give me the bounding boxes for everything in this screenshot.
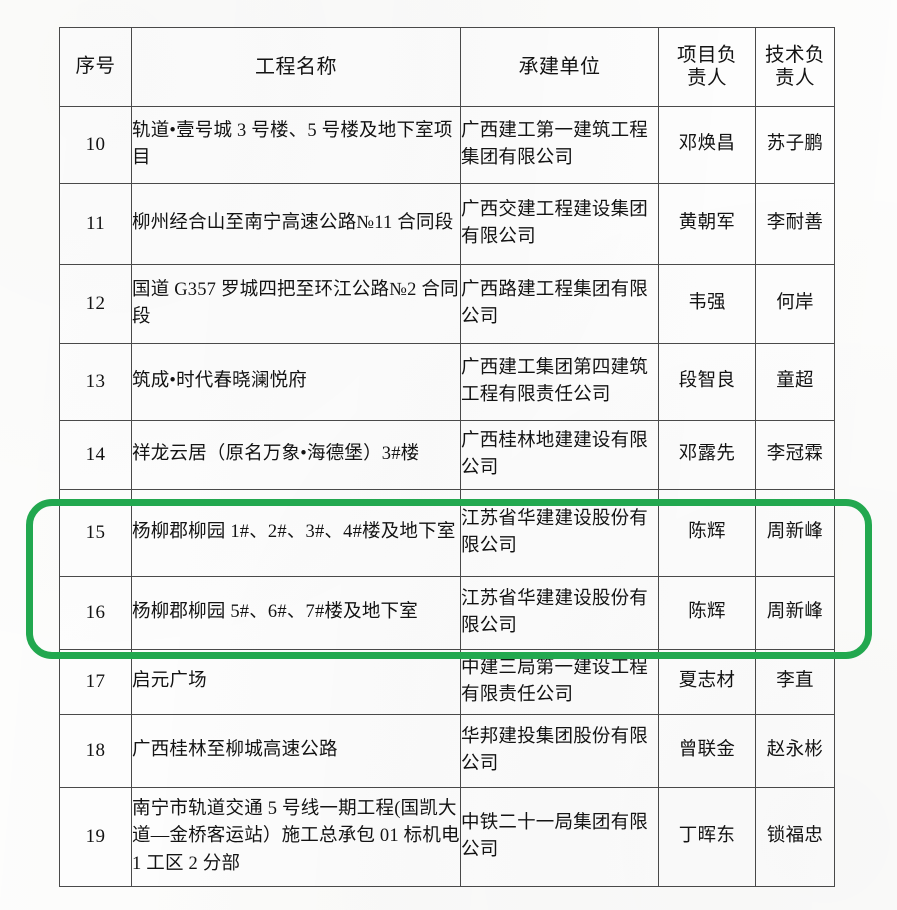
table-row: 18 广西桂林至柳城高速公路 华邦建投集团股份有限公司 曾联金 赵永彬	[59, 714, 835, 788]
cell-project-name: 南宁市轨道交通 5 号线一期工程(国凯大道—金桥客运站）施工总承包 01 标机电…	[131, 787, 461, 887]
column-header-project-manager: 项目负 责人	[658, 27, 756, 107]
cell-contractor: 中建三局第一建设工程有限责任公司	[460, 649, 659, 715]
cell-project-name: 柳州经合山至南宁高速公路№11 合同段	[131, 183, 461, 265]
table-row: 17 启元广场 中建三局第一建设工程有限责任公司 夏志材 李直	[59, 649, 835, 715]
cell-project-manager: 段智良	[658, 343, 756, 421]
cell-project-manager: 韦强	[658, 264, 756, 344]
cell-technical-manager: 周新峰	[755, 576, 835, 650]
cell-project-manager: 黄朝军	[658, 183, 756, 265]
column-header-project-manager-line2: 责人	[686, 68, 727, 89]
cell-project-manager: 陈辉	[658, 489, 756, 577]
table-body: 10 轨道•壹号城 3 号楼、5 号楼及地下室项目 广西建工第一建筑工程集团有限…	[59, 106, 835, 887]
cell-contractor: 华邦建投集团股份有限公司	[460, 714, 659, 788]
cell-contractor: 广西建工第一建筑工程集团有限公司	[460, 106, 659, 184]
table-row: 14 祥龙云居（原名万象•海德堡）3#楼 广西桂林地建建设有限公司 邓露先 李冠…	[59, 420, 835, 490]
table-row-highlighted: 16 杨柳郡柳园 5#、6#、7#楼及地下室 江苏省华建建设股份有限公司 陈辉 …	[59, 576, 835, 650]
cell-project-manager: 曾联金	[658, 714, 756, 788]
table-row: 19 南宁市轨道交通 5 号线一期工程(国凯大道—金桥客运站）施工总承包 01 …	[59, 787, 835, 887]
cell-sequence: 10	[59, 106, 132, 184]
cell-project-name: 国道 G357 罗城四把至环江公路№2 合同段	[131, 264, 461, 344]
column-header-project-manager-line1: 项目负	[676, 45, 737, 66]
table-row: 10 轨道•壹号城 3 号楼、5 号楼及地下室项目 广西建工第一建筑工程集团有限…	[59, 106, 835, 184]
cell-sequence: 19	[59, 787, 132, 887]
cell-project-name: 轨道•壹号城 3 号楼、5 号楼及地下室项目	[131, 106, 461, 184]
cell-project-name: 杨柳郡柳园 1#、2#、3#、4#楼及地下室	[131, 489, 461, 577]
table-header-row: 序号 工程名称 承建单位 项目负 责人 技术负 责人	[59, 27, 835, 107]
cell-sequence: 11	[59, 183, 132, 265]
cell-project-manager: 邓露先	[658, 420, 756, 490]
column-header-technical-manager-line2: 责人	[774, 68, 815, 89]
cell-technical-manager: 苏子鹏	[755, 106, 835, 184]
cell-project-manager: 夏志材	[658, 649, 756, 715]
cell-technical-manager: 赵永彬	[755, 714, 835, 788]
cell-technical-manager: 童超	[755, 343, 835, 421]
cell-sequence: 12	[59, 264, 132, 344]
projects-table: 序号 工程名称 承建单位 项目负 责人 技术负 责人 10 轨道•壹号城 3 号…	[59, 27, 835, 887]
cell-sequence: 16	[59, 576, 132, 650]
cell-technical-manager: 锁福忠	[755, 787, 835, 887]
cell-project-name: 筑成•时代春晓澜悦府	[131, 343, 461, 421]
cell-project-name: 广西桂林至柳城高速公路	[131, 714, 461, 788]
cell-contractor: 广西交建工程建设集团有限公司	[460, 183, 659, 265]
cell-sequence: 14	[59, 420, 132, 490]
column-header-contractor: 承建单位	[460, 27, 659, 107]
cell-technical-manager: 李直	[755, 649, 835, 715]
cell-contractor: 江苏省华建建设股份有限公司	[460, 489, 659, 577]
cell-sequence: 18	[59, 714, 132, 788]
cell-contractor: 广西路建工程集团有限公司	[460, 264, 659, 344]
cell-project-manager: 邓焕昌	[658, 106, 756, 184]
cell-project-manager: 陈辉	[658, 576, 756, 650]
cell-project-name: 祥龙云居（原名万象•海德堡）3#楼	[131, 420, 461, 490]
column-header-project-name: 工程名称	[131, 27, 461, 107]
table-row: 12 国道 G357 罗城四把至环江公路№2 合同段 广西路建工程集团有限公司 …	[59, 264, 835, 344]
table-row: 13 筑成•时代春晓澜悦府 广西建工集团第四建筑工程有限责任公司 段智良 童超	[59, 343, 835, 421]
cell-sequence: 17	[59, 649, 132, 715]
cell-project-name: 启元广场	[131, 649, 461, 715]
cell-sequence: 15	[59, 489, 132, 577]
cell-sequence: 13	[59, 343, 132, 421]
cell-technical-manager: 周新峰	[755, 489, 835, 577]
table-row-highlighted: 15 杨柳郡柳园 1#、2#、3#、4#楼及地下室 江苏省华建建设股份有限公司 …	[59, 489, 835, 577]
cell-technical-manager: 何岸	[755, 264, 835, 344]
cell-contractor: 广西桂林地建建设有限公司	[460, 420, 659, 490]
table-header: 序号 工程名称 承建单位 项目负 责人 技术负 责人	[59, 27, 835, 107]
cell-technical-manager: 李耐善	[755, 183, 835, 265]
cell-project-name: 杨柳郡柳园 5#、6#、7#楼及地下室	[131, 576, 461, 650]
cell-contractor: 江苏省华建建设股份有限公司	[460, 576, 659, 650]
cell-contractor: 广西建工集团第四建筑工程有限责任公司	[460, 343, 659, 421]
cell-contractor: 中铁二十一局集团有限公司	[460, 787, 659, 887]
column-header-technical-manager-line1: 技术负	[764, 45, 825, 66]
column-header-technical-manager: 技术负 责人	[755, 27, 835, 107]
cell-technical-manager: 李冠霖	[755, 420, 835, 490]
column-header-sequence: 序号	[59, 27, 132, 107]
cell-project-manager: 丁晖东	[658, 787, 756, 887]
table-row: 11 柳州经合山至南宁高速公路№11 合同段 广西交建工程建设集团有限公司 黄朝…	[59, 183, 835, 265]
